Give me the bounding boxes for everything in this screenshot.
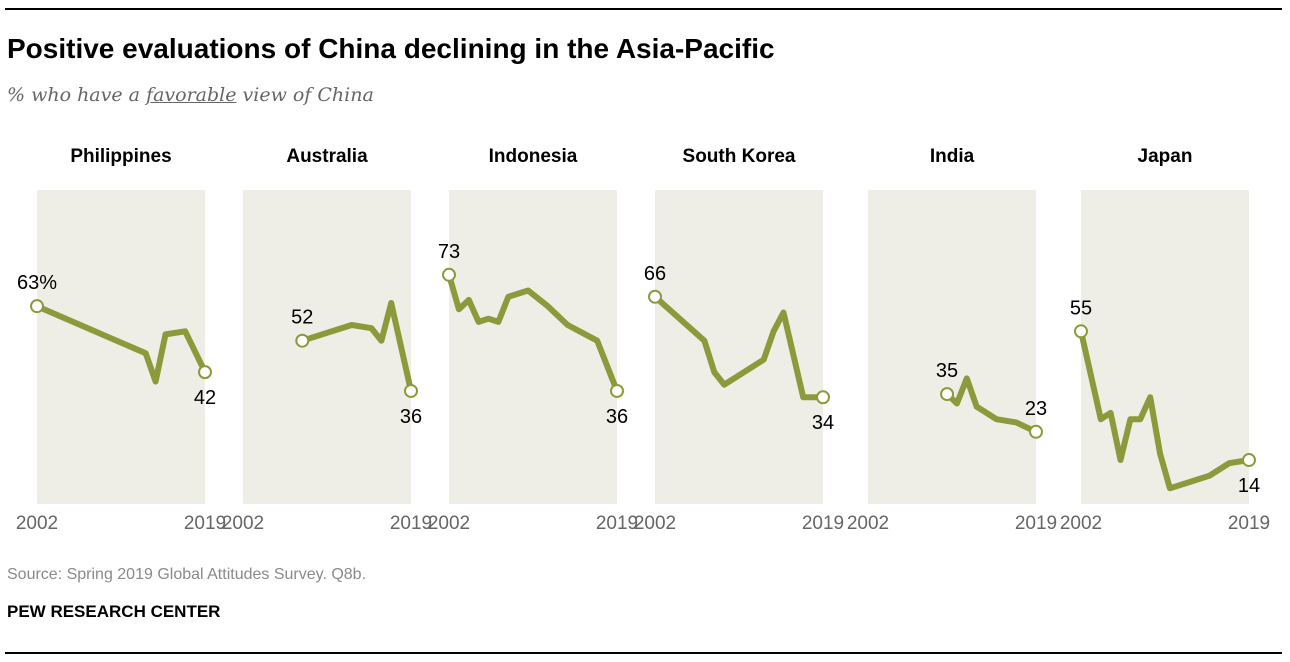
series-line bbox=[652, 293, 826, 401]
data-point bbox=[442, 267, 456, 282]
data-point bbox=[30, 299, 44, 314]
org-name: PEW RESEARCH CENTER bbox=[7, 602, 221, 621]
data-label: 42 bbox=[194, 387, 216, 409]
chart-subtitle: % who have a favorable view of China bbox=[7, 84, 374, 106]
panel-background bbox=[37, 190, 205, 504]
x-tick-label: 2002 bbox=[16, 513, 58, 534]
panel-title: Japan bbox=[1138, 146, 1193, 167]
data-label: 14 bbox=[1238, 475, 1260, 497]
data-label: 55 bbox=[1070, 297, 1092, 319]
source-note: Source: Spring 2019 Global Attitudes Sur… bbox=[7, 566, 367, 583]
x-tick-label: 2002 bbox=[634, 513, 676, 534]
data-label: 52 bbox=[291, 307, 313, 329]
data-point bbox=[1242, 453, 1256, 468]
subtitle-emphasis: favorable bbox=[146, 84, 237, 106]
panel-background bbox=[868, 190, 1036, 504]
top-rule bbox=[5, 8, 1282, 10]
data-point bbox=[1074, 324, 1088, 339]
subtitle-suffix: view of China bbox=[236, 84, 374, 106]
x-tick-label: 2002 bbox=[847, 513, 889, 534]
x-tick-label: 2019 bbox=[184, 513, 226, 534]
panel-title: Indonesia bbox=[489, 146, 578, 167]
data-label: 36 bbox=[400, 406, 422, 428]
panel-title: India bbox=[930, 146, 975, 167]
x-tick-label: 2002 bbox=[222, 513, 264, 534]
x-tick-label: 2019 bbox=[596, 513, 638, 534]
x-tick-label: 2002 bbox=[428, 513, 470, 534]
x-tick-label: 2019 bbox=[390, 513, 432, 534]
panel-background bbox=[1081, 190, 1249, 504]
data-point bbox=[1029, 424, 1043, 439]
panel-background bbox=[449, 190, 617, 504]
data-label: 35 bbox=[936, 360, 958, 382]
data-point bbox=[198, 365, 212, 380]
data-point bbox=[295, 333, 310, 348]
data-point bbox=[648, 289, 662, 304]
data-label: 63% bbox=[17, 272, 57, 294]
series-line bbox=[34, 303, 208, 385]
panel-background bbox=[655, 190, 823, 504]
x-tick-label: 2019 bbox=[1015, 513, 1057, 534]
series-line bbox=[299, 300, 414, 394]
data-label: 73 bbox=[438, 241, 460, 263]
data-point bbox=[404, 383, 418, 398]
data-point bbox=[940, 387, 955, 402]
series-line bbox=[446, 271, 620, 394]
data-point bbox=[816, 390, 830, 405]
bottom-rule bbox=[5, 652, 1282, 654]
data-label: 34 bbox=[812, 412, 834, 434]
subtitle-prefix: % who have a bbox=[7, 84, 147, 106]
series-line bbox=[1078, 328, 1252, 492]
data-label: 66 bbox=[644, 263, 666, 285]
panel-title: South Korea bbox=[683, 146, 796, 167]
x-tick-label: 2019 bbox=[802, 513, 844, 534]
x-tick-label: 2019 bbox=[1228, 513, 1270, 534]
panel-title: Australia bbox=[286, 146, 368, 167]
x-tick-label: 2002 bbox=[1060, 513, 1102, 534]
chart-title: Positive evaluations of China declining … bbox=[7, 33, 775, 64]
panel-background bbox=[243, 190, 411, 504]
series-line bbox=[944, 375, 1039, 435]
data-point bbox=[610, 383, 624, 398]
data-label: 36 bbox=[606, 406, 628, 428]
panel-title: Philippines bbox=[70, 146, 171, 167]
data-label: 23 bbox=[1025, 398, 1047, 420]
